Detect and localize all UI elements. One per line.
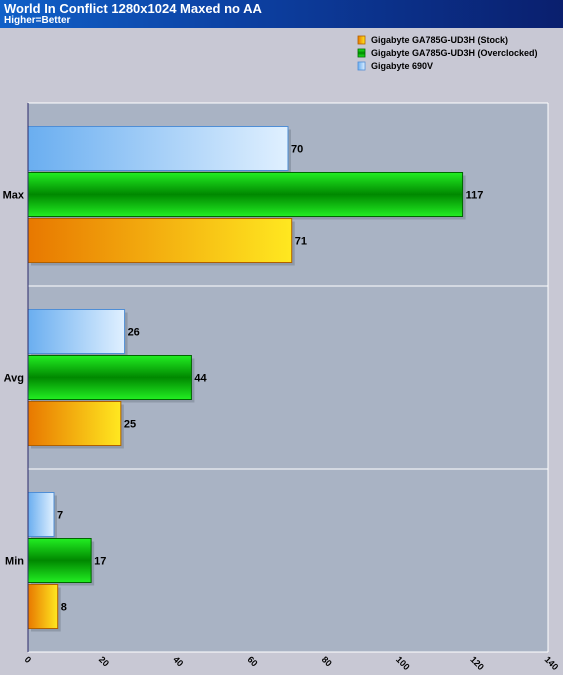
chart-title: World In Conflict 1280x1024 Maxed no AA <box>4 1 262 16</box>
x-tick-label-80: 80 <box>320 654 334 668</box>
bar-avg-gigabyte-ga785g-ud3h-stock <box>27 401 122 446</box>
bar-max-gigabyte-ga785g-ud3h-stock <box>27 218 293 263</box>
bar-min-gigabyte-ga785g-ud3h-overclocked <box>27 538 92 583</box>
bar-avg-gigabyte-690v <box>27 309 126 354</box>
chart-subtitle: Higher=Better <box>4 15 71 26</box>
x-tick-label-60: 60 <box>245 654 259 668</box>
x-tick-label-140: 140 <box>543 654 561 672</box>
data-label-min-gigabyte-ga785g-ud3h-overclocked: 17 <box>94 556 106 568</box>
bar-min-gigabyte-ga785g-ud3h-stock <box>27 584 59 629</box>
category-label-max: Max <box>3 190 25 202</box>
legend-label-gigabyte-690v: Gigabyte 690V <box>371 61 433 71</box>
legend-label-gigabyte-ga785g-ud3h-stock: Gigabyte GA785G-UD3H (Stock) <box>371 35 508 45</box>
data-label-max-gigabyte-690v: 70 <box>291 144 303 156</box>
chart-header: World In Conflict 1280x1024 Maxed no AA … <box>0 0 563 28</box>
legend-swatch-gigabyte-690v <box>357 61 366 71</box>
x-tick-label-20: 20 <box>97 654 111 668</box>
legend-swatch-gigabyte-ga785g-ud3h-stock <box>357 35 366 45</box>
x-tick-label-0: 0 <box>23 654 34 665</box>
category-label-min: Min <box>5 556 24 568</box>
data-label-avg-gigabyte-ga785g-ud3h-overclocked: 44 <box>194 373 207 385</box>
bar-min-gigabyte-690v <box>27 492 55 537</box>
bar-avg-gigabyte-ga785g-ud3h-overclocked <box>27 355 192 400</box>
x-tick-label-120: 120 <box>468 654 486 672</box>
data-label-min-gigabyte-690v: 7 <box>57 510 63 522</box>
category-band-min <box>28 469 548 652</box>
data-label-max-gigabyte-ga785g-ud3h-stock: 71 <box>295 236 307 248</box>
x-tick-label-100: 100 <box>394 654 412 672</box>
data-label-max-gigabyte-ga785g-ud3h-overclocked: 117 <box>466 190 484 202</box>
category-label-avg: Avg <box>4 373 24 385</box>
bar-max-gigabyte-ga785g-ud3h-overclocked <box>27 172 464 217</box>
bar-max-gigabyte-690v <box>27 126 289 171</box>
data-label-avg-gigabyte-ga785g-ud3h-stock: 25 <box>124 419 136 431</box>
legend-label-gigabyte-ga785g-ud3h-overclocked: Gigabyte GA785G-UD3H (Overclocked) <box>371 48 538 58</box>
legend-swatch-gigabyte-ga785g-ud3h-overclocked <box>357 48 366 58</box>
data-label-min-gigabyte-ga785g-ud3h-stock: 8 <box>61 602 67 614</box>
x-tick-label-40: 40 <box>171 654 185 668</box>
data-label-avg-gigabyte-690v: 26 <box>128 327 140 339</box>
